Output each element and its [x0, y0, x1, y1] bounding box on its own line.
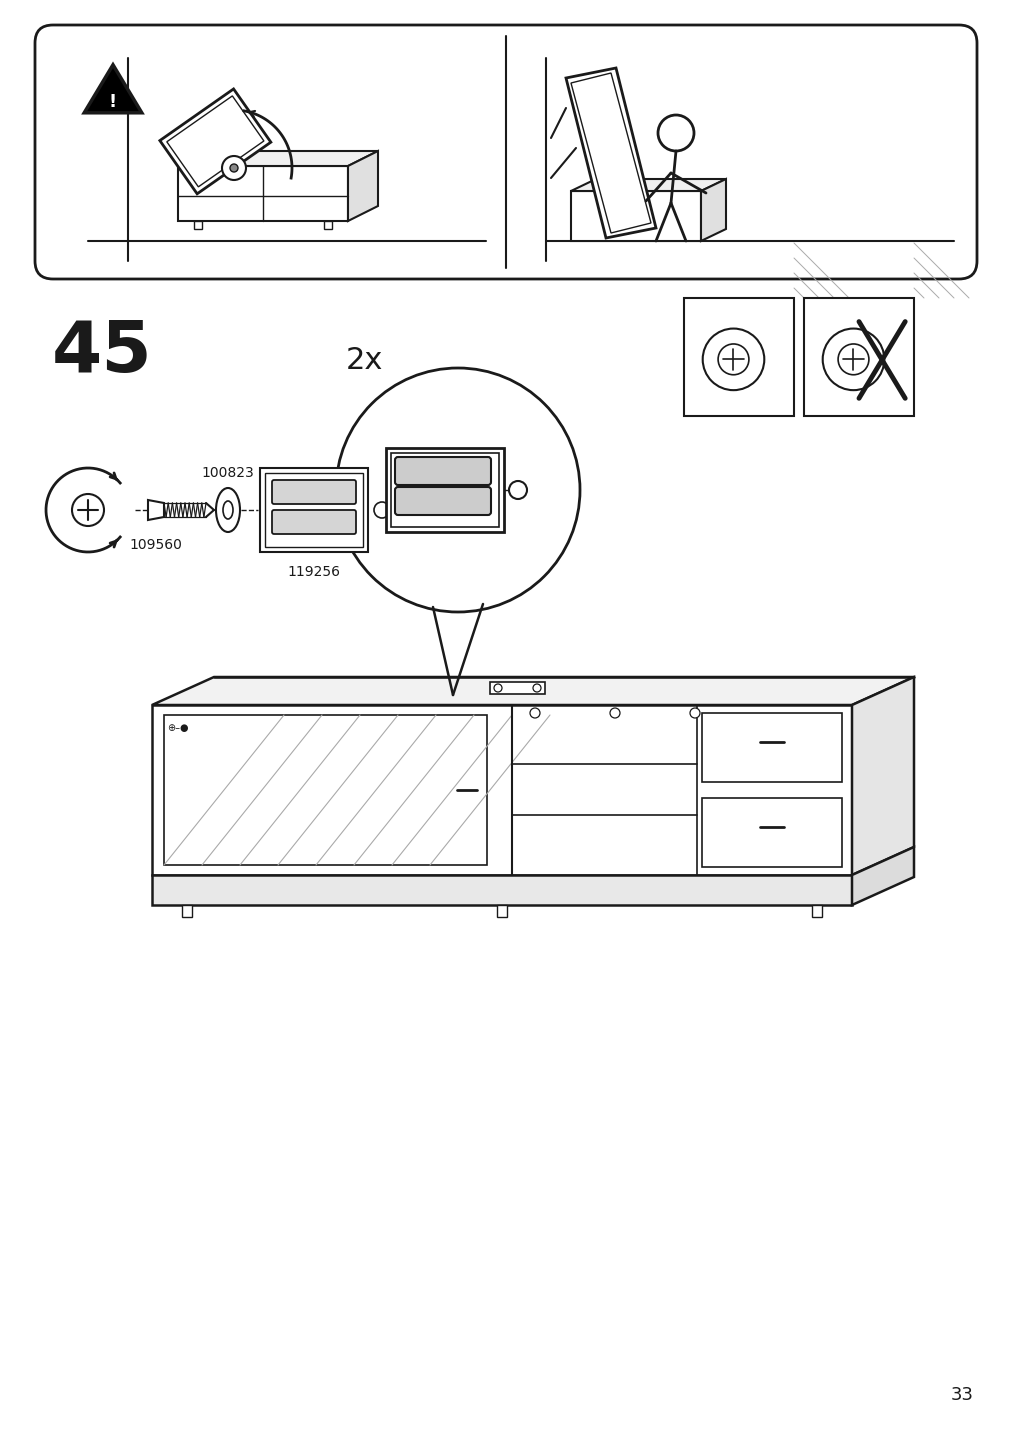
Circle shape — [610, 707, 620, 717]
Ellipse shape — [215, 488, 240, 533]
Bar — [803, 298, 913, 417]
Bar — [385, 448, 503, 533]
Circle shape — [336, 368, 579, 611]
Circle shape — [718, 344, 748, 375]
Circle shape — [822, 328, 884, 390]
Circle shape — [657, 115, 694, 150]
Bar — [811, 905, 821, 916]
Circle shape — [530, 707, 540, 717]
Bar — [489, 682, 545, 695]
Circle shape — [374, 503, 389, 518]
Bar — [260, 468, 368, 551]
Text: 33: 33 — [950, 1386, 973, 1403]
Bar — [182, 905, 192, 916]
Polygon shape — [84, 64, 142, 113]
Text: 109560: 109560 — [129, 538, 182, 551]
Circle shape — [493, 684, 501, 692]
Polygon shape — [160, 89, 271, 193]
Text: ⊕–●: ⊕–● — [167, 723, 188, 733]
Bar — [152, 705, 851, 875]
Circle shape — [72, 494, 104, 526]
Bar — [702, 713, 841, 782]
Polygon shape — [152, 875, 851, 905]
Polygon shape — [851, 846, 913, 905]
Text: 45: 45 — [52, 318, 153, 387]
Bar — [194, 221, 202, 229]
FancyBboxPatch shape — [394, 457, 490, 485]
Bar — [702, 798, 841, 866]
Polygon shape — [701, 179, 725, 241]
Polygon shape — [851, 677, 913, 875]
Circle shape — [837, 344, 868, 375]
Polygon shape — [152, 677, 913, 705]
Bar — [265, 473, 363, 547]
Text: 100823: 100823 — [201, 465, 254, 480]
Polygon shape — [570, 73, 650, 233]
Ellipse shape — [222, 501, 233, 518]
Bar — [496, 905, 507, 916]
Text: 2x: 2x — [346, 347, 383, 375]
Polygon shape — [148, 500, 164, 520]
Polygon shape — [167, 96, 264, 186]
Text: !: ! — [109, 93, 117, 112]
Polygon shape — [565, 67, 655, 238]
Polygon shape — [570, 179, 725, 190]
Bar — [164, 715, 486, 865]
Bar — [683, 298, 794, 417]
Circle shape — [221, 156, 246, 180]
FancyBboxPatch shape — [272, 480, 356, 504]
Circle shape — [229, 165, 238, 172]
Circle shape — [533, 684, 541, 692]
FancyBboxPatch shape — [272, 510, 356, 534]
FancyBboxPatch shape — [394, 487, 490, 516]
Text: 119256: 119256 — [287, 566, 340, 579]
Polygon shape — [570, 190, 701, 241]
Bar — [390, 453, 498, 527]
Polygon shape — [178, 150, 378, 166]
Polygon shape — [178, 166, 348, 221]
Circle shape — [509, 481, 527, 498]
FancyBboxPatch shape — [35, 24, 976, 279]
Polygon shape — [348, 150, 378, 221]
Circle shape — [690, 707, 700, 717]
Circle shape — [702, 328, 763, 390]
Bar — [324, 221, 332, 229]
